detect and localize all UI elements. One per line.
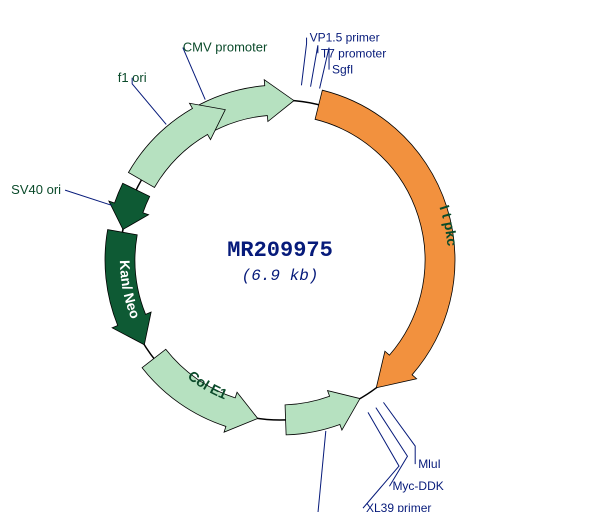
plasmid-title: MR209975 — [227, 238, 333, 263]
feature-cole1 — [142, 349, 258, 432]
leader — [317, 431, 326, 512]
marker-leader-vp15 — [301, 38, 306, 86]
plasmid-size: (6.9 kb) — [242, 267, 319, 285]
marker-leader-mlui — [383, 402, 415, 464]
marker-label-mlui: MluI — [418, 457, 441, 471]
feature-polya — [285, 391, 360, 435]
marker-leader-xl39 — [363, 412, 399, 508]
feature-sv40 — [109, 183, 150, 229]
marker-label-xl39: XL39 primer — [366, 501, 431, 512]
leader — [65, 190, 112, 205]
feature-label-f1ori: f1 ori — [118, 70, 147, 85]
plasmid-map: CMV promoterI t pkcPolyA signalCol E1Kan… — [0, 0, 600, 512]
feature-label-sv40: SV40 ori — [11, 182, 61, 197]
feature-f1ori — [128, 103, 225, 187]
feature-itpkc — [315, 90, 455, 388]
feature-label-cmv: CMV promoter — [183, 40, 268, 55]
marker-label-mycddk: Myc-DDK — [392, 479, 443, 493]
marker-label-sgfi: SgfI — [332, 63, 353, 77]
marker-label-t7: T7 promoter — [321, 46, 386, 60]
marker-leader-t7 — [311, 45, 318, 86]
leader — [183, 48, 205, 100]
marker-label-vp15: VP1.5 primer — [310, 31, 380, 45]
